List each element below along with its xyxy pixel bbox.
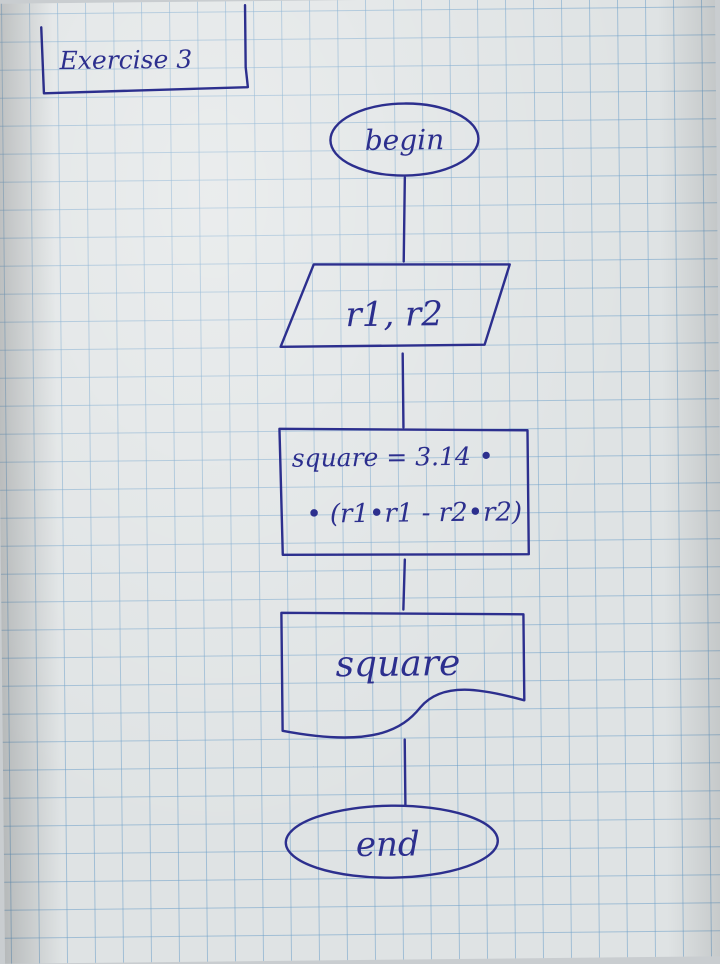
- end-terminal: [284, 804, 499, 879]
- begin-label: begin: [365, 123, 445, 157]
- output-label: square: [335, 643, 460, 685]
- title-box: [40, 3, 250, 95]
- begin-terminal: [329, 102, 480, 177]
- output-document: [280, 611, 526, 739]
- connector-process-output: [402, 558, 407, 611]
- process-line2: • (r1•r1 - r2•r2): [306, 497, 522, 529]
- input-label: r1, r2: [345, 294, 443, 335]
- connector-begin-input: [402, 176, 407, 263]
- process-line1: square = 3.14 •: [292, 442, 494, 473]
- connector-input-process: [401, 352, 405, 429]
- process-rectangle: [278, 427, 530, 557]
- input-parallelogram: [279, 263, 511, 349]
- end-label: end: [356, 824, 420, 865]
- connector-output-end: [403, 738, 407, 807]
- title-label: Exercise 3: [58, 45, 192, 75]
